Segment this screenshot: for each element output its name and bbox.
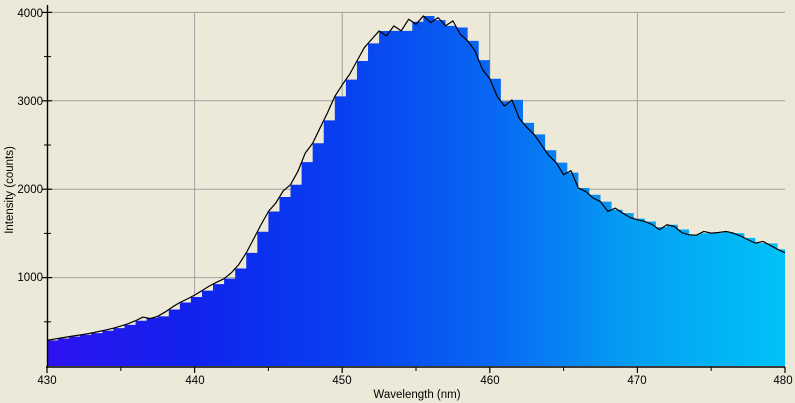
x-tick-label-440: 440 xyxy=(185,375,204,387)
x-tick-label-430: 430 xyxy=(37,375,56,387)
plot-area[interactable] xyxy=(46,15,786,366)
axis-titles: Wavelength (nm) Intensity (counts) xyxy=(4,146,461,401)
x-tick-label-470: 470 xyxy=(627,375,646,387)
x-tick-label-450: 450 xyxy=(332,375,351,387)
spectrum-trace xyxy=(46,15,786,341)
x-tick-label-460: 460 xyxy=(480,375,499,387)
y-tick-label-3000: 3000 xyxy=(17,96,43,108)
axes xyxy=(42,5,786,373)
x-tick-label-480: 480 xyxy=(773,375,792,387)
y-tick-label-1000: 1000 xyxy=(17,272,43,284)
spectrum-area xyxy=(47,15,785,366)
y-axis-title: Intensity (counts) xyxy=(4,146,16,234)
x-axis-title: Wavelength (nm) xyxy=(373,389,460,401)
y-tick-label-4000: 4000 xyxy=(17,8,43,20)
axis-tick-labels: 430 440 450 460 470 480 1000 2000 3000 4… xyxy=(17,8,792,387)
y-tick-label-2000: 2000 xyxy=(17,184,43,196)
